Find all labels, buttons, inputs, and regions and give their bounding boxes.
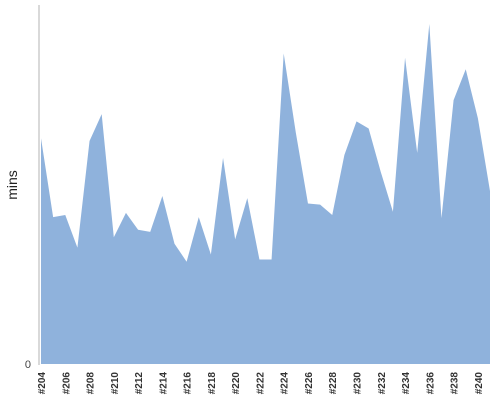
data-point-221 <box>246 197 249 200</box>
data-point-206 <box>64 214 67 217</box>
data-point-233 <box>391 210 394 213</box>
data-point-231 <box>367 127 370 130</box>
x-tick-label: #238 <box>450 372 461 395</box>
x-tick-label: #236 <box>425 372 436 395</box>
data-point-239 <box>464 68 467 71</box>
data-point-238 <box>452 99 455 102</box>
x-tick-label: #232 <box>377 372 388 395</box>
data-point-227 <box>319 203 322 206</box>
data-point-219 <box>222 156 225 159</box>
data-point-204 <box>40 137 43 140</box>
x-tick-label: #222 <box>255 372 266 395</box>
x-tick-label: #224 <box>280 372 291 395</box>
data-point-228 <box>331 214 334 217</box>
data-point-226 <box>306 202 309 205</box>
data-point-222 <box>258 258 261 261</box>
x-tick-label: #228 <box>328 372 339 395</box>
x-tick-label: #226 <box>304 372 315 395</box>
x-tick-label: #206 <box>61 372 72 395</box>
data-point-224 <box>282 52 285 55</box>
x-tick-label: #208 <box>86 372 97 395</box>
x-tick-label: #220 <box>231 372 242 395</box>
data-point-235 <box>416 151 419 154</box>
data-point-220 <box>234 238 237 241</box>
x-tick-label: #240 <box>474 372 485 395</box>
data-point-210 <box>112 236 115 239</box>
x-tick-label: #214 <box>158 372 169 395</box>
x-axis-ticks: #204 #206 #208 #210 #212 #214 #216 #218 #220 #222… <box>37 372 485 395</box>
data-point-240 <box>476 117 479 120</box>
data-point-211 <box>124 211 127 214</box>
data-point-209 <box>100 113 103 116</box>
data-point-241 <box>489 189 492 192</box>
y-axis-ticks: 0 <box>25 359 31 371</box>
x-tick-label: #204 <box>37 372 48 395</box>
data-point-205 <box>52 216 55 219</box>
data-point-207 <box>76 246 79 249</box>
data-point-234 <box>404 56 407 59</box>
plot-area <box>40 23 492 365</box>
data-point-225 <box>294 131 297 134</box>
data-point-217 <box>197 216 200 219</box>
data-point-212 <box>137 228 140 231</box>
data-point-213 <box>149 230 152 233</box>
data-point-237 <box>440 217 443 220</box>
x-tick-label: #230 <box>353 372 364 395</box>
data-point-214 <box>161 194 164 197</box>
x-tick-label: #210 <box>110 372 121 395</box>
data-point-229 <box>343 154 346 157</box>
x-tick-label: #212 <box>134 372 145 395</box>
data-point-232 <box>379 170 382 173</box>
data-point-216 <box>185 260 188 263</box>
area-series-fill <box>41 24 490 365</box>
data-point-215 <box>173 242 176 245</box>
x-tick-label: #218 <box>207 372 218 395</box>
data-point-230 <box>355 120 358 123</box>
data-point-208 <box>88 140 91 143</box>
x-tick-label: #216 <box>183 372 194 395</box>
x-tick-label: #234 <box>401 372 412 395</box>
y-tick-label: 0 <box>25 359 31 371</box>
data-point-223 <box>270 258 273 261</box>
y-axis-title: mins <box>4 170 20 200</box>
data-point-218 <box>209 253 212 256</box>
data-point-236 <box>428 23 431 26</box>
